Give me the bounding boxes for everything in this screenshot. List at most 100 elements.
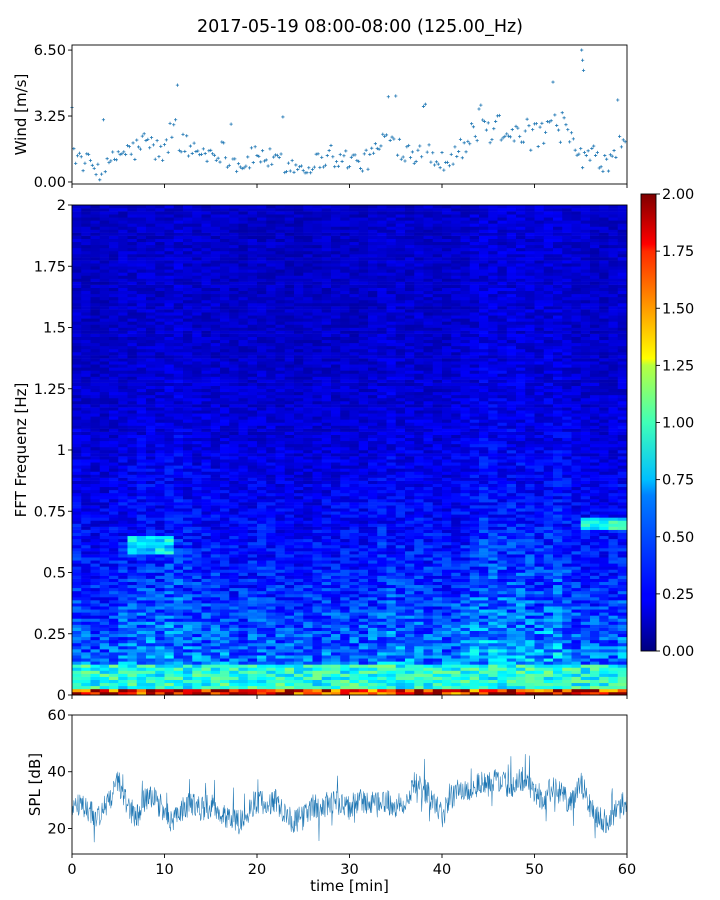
spectrogram-cell (127, 327, 138, 331)
spectrogram-cell (99, 480, 110, 484)
spectrogram-cell (136, 385, 147, 390)
spectrogram-cell (72, 318, 82, 322)
spectrogram-cell (210, 535, 221, 540)
spectrogram-cell (220, 609, 230, 613)
spectrogram-cell (173, 691, 184, 696)
spectrogram-cell (183, 646, 193, 650)
spectrogram-cell (155, 394, 165, 399)
spectrogram-cell (72, 226, 82, 230)
spectrogram-cell (266, 303, 276, 307)
spectrogram-cell (257, 517, 267, 521)
spectrogram-cell (173, 315, 184, 319)
spectrogram-cell (220, 474, 230, 478)
wind-point (394, 94, 398, 98)
spectrogram-cell (155, 477, 165, 481)
spectrogram-cell (303, 358, 313, 362)
spectrogram-cell (136, 364, 147, 368)
spectrogram-cell (183, 220, 193, 224)
spectrogram-cell (90, 658, 101, 662)
spectrogram-cell (173, 560, 184, 564)
wind-point (479, 103, 483, 107)
spectrogram-cell (81, 266, 91, 270)
spectrogram-cell (90, 263, 101, 267)
spectrogram-cell (109, 529, 119, 533)
spectrogram-cell (136, 333, 147, 337)
spectrogram-cell (109, 667, 119, 671)
spectrogram-cell (238, 339, 249, 344)
spectrogram-cell (136, 345, 147, 350)
spectrogram-cell (72, 600, 82, 604)
spectrogram-cell (118, 544, 128, 549)
wind-point (244, 164, 248, 168)
spectrogram-cell (99, 327, 110, 331)
spectrogram-cell (303, 597, 313, 601)
spectrogram-cell (173, 336, 184, 341)
spectrogram-cell (173, 425, 184, 429)
spectrogram-cell (81, 394, 91, 399)
spectrogram-cell (312, 229, 323, 233)
spectrogram-cell (109, 250, 119, 255)
spectrogram-cell (220, 563, 230, 567)
spectrogram-cell (192, 404, 202, 408)
wind-point (420, 155, 424, 159)
spectrogram-cell (173, 348, 184, 353)
spectrogram-cell (331, 238, 341, 243)
spectrogram-cell (201, 560, 212, 564)
spectrogram-cell (220, 339, 230, 344)
spectrogram-cell (312, 520, 323, 524)
spectrogram-cell (229, 609, 239, 613)
spectrogram-cell (201, 587, 212, 592)
spectrogram-cell (284, 639, 295, 644)
spectrogram-cell (275, 431, 286, 435)
spectrogram-cell (173, 676, 184, 680)
spectrogram-cell (275, 590, 286, 595)
spectrogram-cell (173, 272, 184, 276)
spectrogram-cell (136, 437, 147, 442)
spectrogram-cell (99, 495, 110, 500)
spectrogram-cell (229, 416, 239, 420)
spectrogram-cell (238, 505, 249, 509)
spectrogram-cell (127, 459, 138, 463)
spectrogram-cell (99, 529, 110, 533)
spectrogram-cell (331, 597, 341, 601)
wind-point (285, 170, 289, 174)
spectrogram-cell (303, 290, 313, 295)
spectrogram-cell (136, 296, 147, 301)
spectrogram-cell (312, 339, 323, 344)
spectrogram-cell (238, 376, 249, 380)
spectrogram-cell (164, 538, 175, 543)
spectrogram-cell (155, 642, 165, 647)
spectrogram-cell (81, 652, 91, 656)
spectrogram-cell (312, 483, 323, 488)
spectrogram-cell (284, 508, 295, 512)
spectrogram-cell (90, 211, 101, 215)
spectrogram-cell (331, 269, 341, 273)
spectrogram-cell (294, 241, 304, 246)
spectrogram-cell (127, 223, 138, 227)
wind-point (164, 138, 168, 142)
spectrogram-cell (312, 682, 323, 687)
wind-point (553, 113, 557, 117)
spectrogram-cell (201, 569, 212, 573)
spectrogram-cell (284, 290, 295, 295)
spectrogram-cell (81, 324, 91, 328)
spectrogram-cell (146, 401, 156, 405)
spectrogram-cell (192, 431, 202, 435)
spectrogram-cell (155, 257, 165, 261)
spectrogram-cell (183, 269, 193, 273)
spectrogram-cell (257, 446, 267, 451)
spectrogram-cell (220, 397, 230, 402)
spectrogram-cell (81, 278, 91, 282)
spectrogram-cell (164, 502, 175, 506)
spectrogram-cell (183, 474, 193, 478)
spectrogram-cell (284, 407, 295, 411)
spectrogram-cell (210, 416, 221, 420)
spectrogram-cell (220, 266, 230, 270)
spectrogram-cell (118, 410, 128, 414)
spectrogram-cell (321, 612, 332, 616)
spectrogram-cell (294, 673, 304, 677)
wind-point (370, 146, 374, 150)
spectrogram-cell (340, 676, 350, 680)
spectrogram-cell (136, 462, 147, 466)
spectrogram-cell (229, 394, 239, 399)
